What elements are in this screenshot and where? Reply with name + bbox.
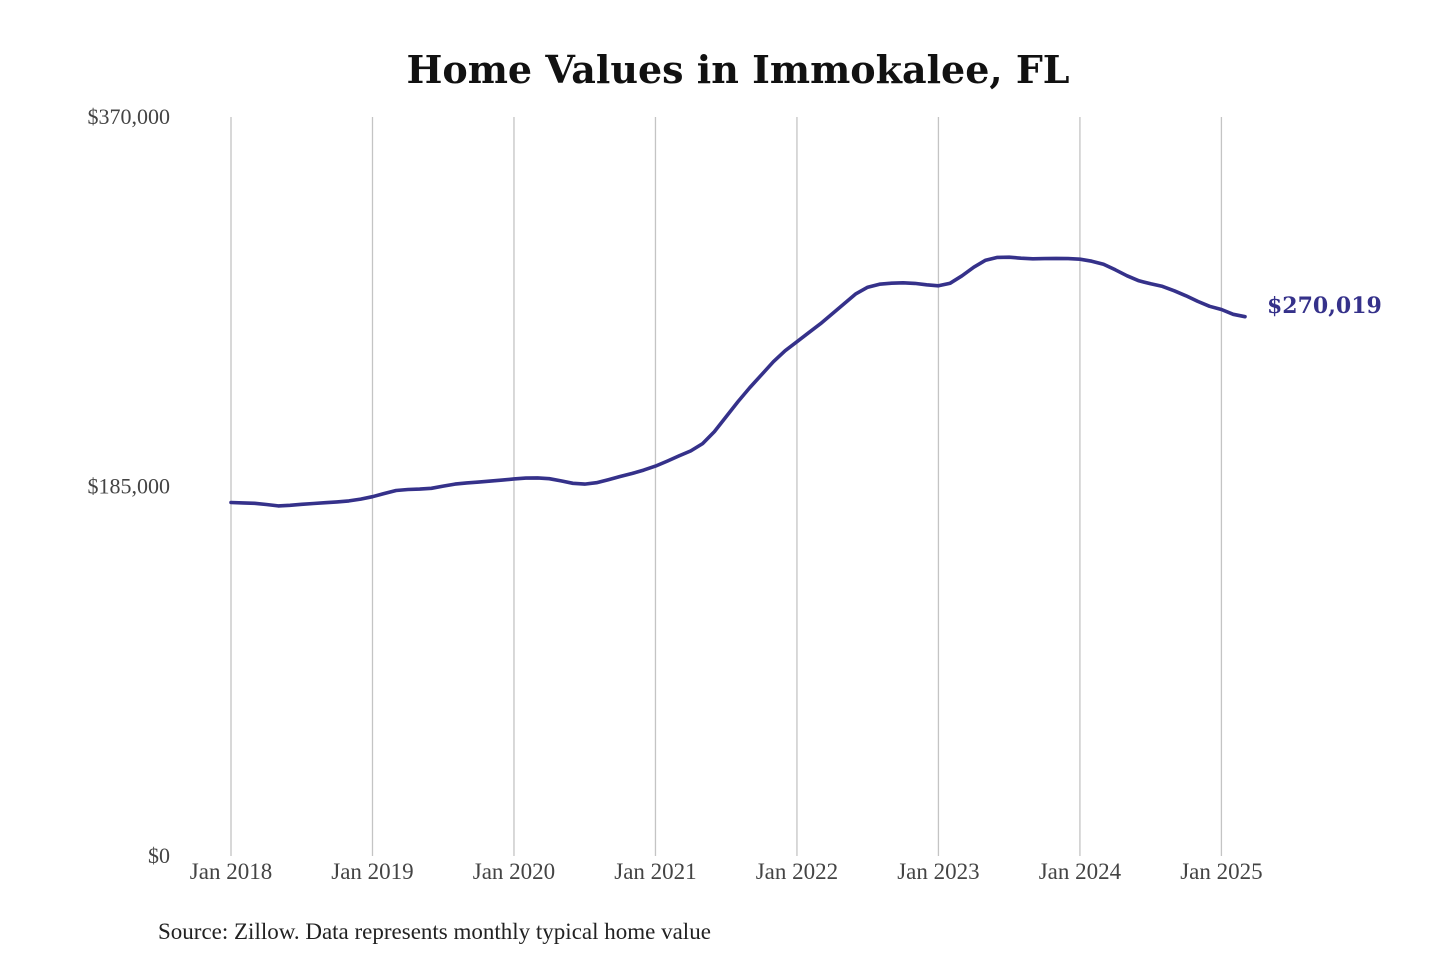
x-tick-label: Jan 2024 <box>1039 859 1122 884</box>
x-tick-label: Jan 2021 <box>614 859 696 884</box>
plot-area <box>229 255 1247 508</box>
y-tick-label: $0 <box>148 843 170 868</box>
grid <box>230 117 1223 856</box>
y-tick-label: $370,000 <box>88 104 171 129</box>
x-tick-label: Jan 2022 <box>756 859 838 884</box>
source-note: Source: Zillow. Data represents monthly … <box>158 919 711 944</box>
x-tick-label: Jan 2018 <box>190 859 272 884</box>
y-axis: $0 $185,000 $370,000 <box>88 104 171 868</box>
series-line <box>229 255 1247 508</box>
y-tick-label: $185,000 <box>88 474 171 499</box>
x-tick-label: Jan 2019 <box>331 859 413 884</box>
x-tick-label: Jan 2023 <box>897 859 979 884</box>
end-value-label: $270,019 <box>1267 293 1382 319</box>
x-axis: Jan 2018 Jan 2019 Jan 2020 Jan 2021 Jan 2022… <box>190 859 1263 884</box>
chart-title: Home Values in Immokalee, FL <box>406 47 1069 92</box>
x-tick-label: Jan 2025 <box>1180 859 1262 884</box>
x-tick-label: Jan 2020 <box>473 859 555 884</box>
